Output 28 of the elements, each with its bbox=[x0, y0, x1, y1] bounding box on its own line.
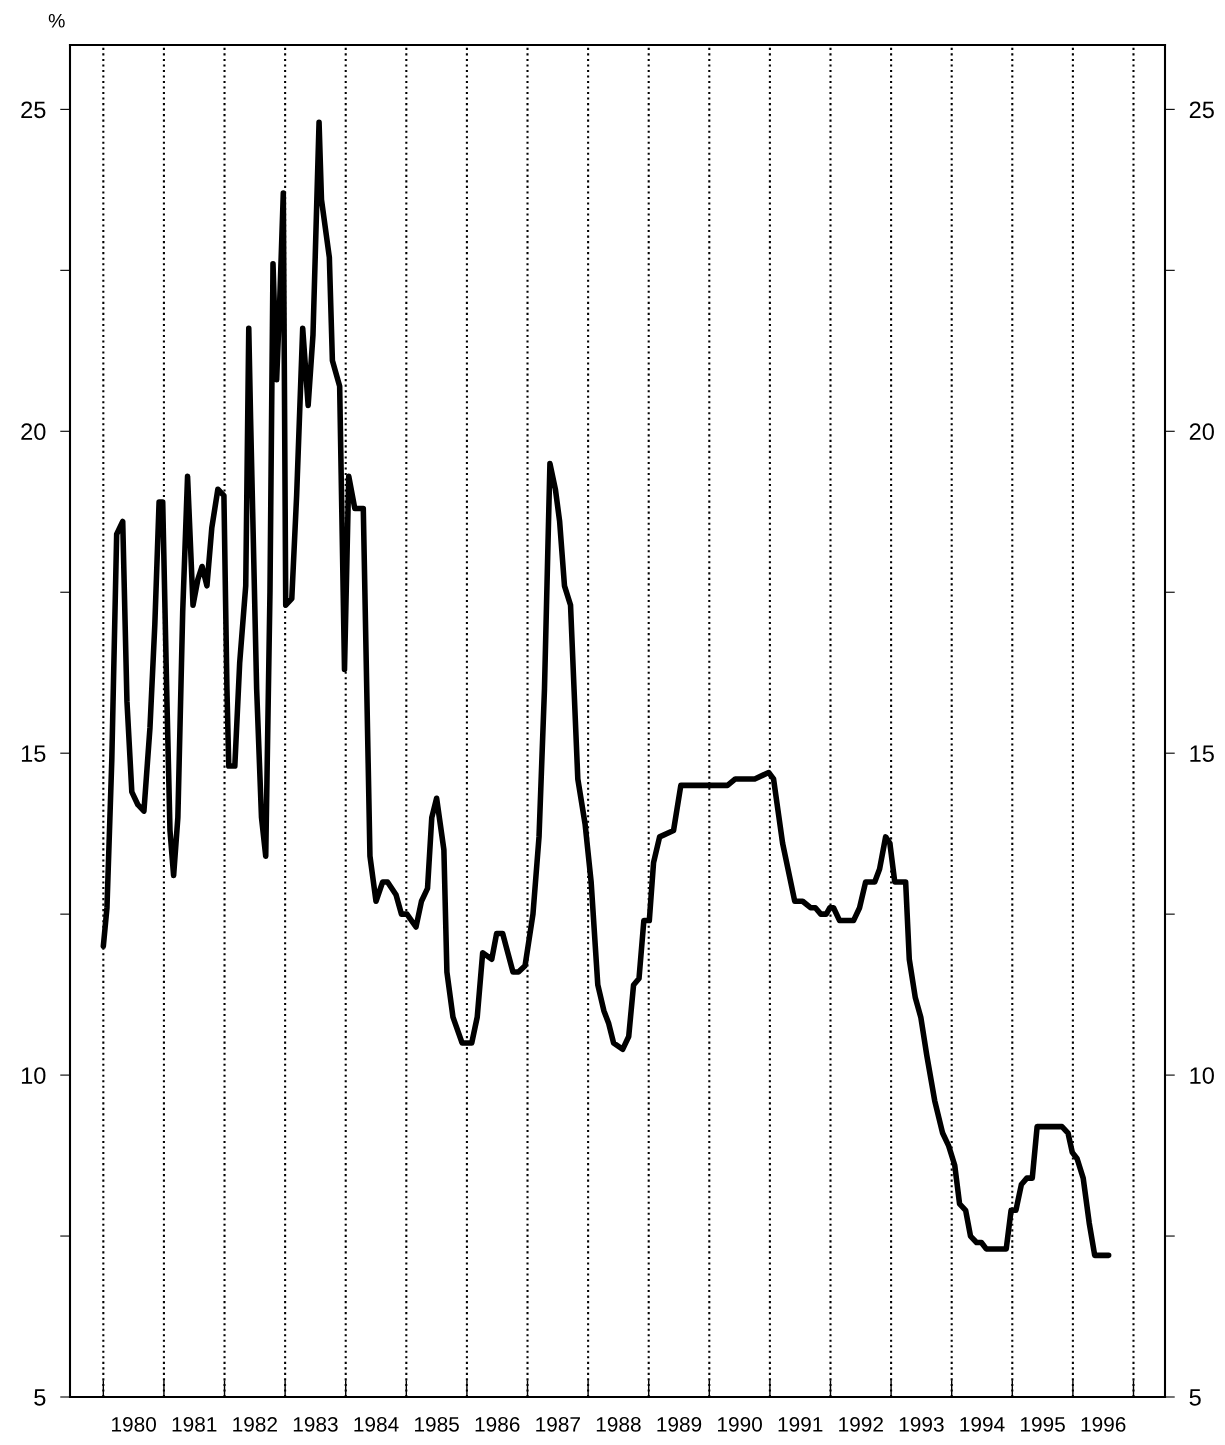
y-tick-label: 10 bbox=[21, 1067, 46, 1084]
x-tick-label: 1987 bbox=[536, 1416, 580, 1432]
x-tick-label: 1996 bbox=[1081, 1416, 1126, 1432]
x-tick-label: 1985 bbox=[415, 1416, 459, 1432]
x-tick-label: 1984 bbox=[354, 1416, 399, 1432]
x-tick-label: 1990 bbox=[718, 1416, 762, 1432]
x-tick-label: 1992 bbox=[839, 1416, 883, 1432]
y2-tick-label: 25 bbox=[1189, 101, 1214, 119]
x-tick-label: 1980 bbox=[112, 1416, 156, 1432]
y2-tick-label: 5 bbox=[1189, 1389, 1201, 1406]
x-tick-label: 1988 bbox=[596, 1416, 641, 1432]
y-tick-label: 5 bbox=[34, 1389, 46, 1406]
x-tick-label: 1982 bbox=[233, 1416, 277, 1432]
y2-tick-label: 10 bbox=[1190, 1067, 1214, 1084]
y-tick-label: 25 bbox=[21, 101, 46, 119]
x-tick-label: 1995 bbox=[1021, 1416, 1065, 1432]
x-tick-label: 1983 bbox=[293, 1416, 338, 1432]
x-tick-label: 1986 bbox=[475, 1416, 520, 1432]
y-tick-label: 15 bbox=[21, 745, 46, 762]
y2-tick-label: 20 bbox=[1189, 423, 1214, 441]
x-tick-label: 1981 bbox=[172, 1416, 217, 1432]
x-tick-label: 1994 bbox=[960, 1416, 1005, 1432]
x-tick-label: 1989 bbox=[657, 1416, 702, 1432]
y-axis-title: % bbox=[48, 13, 65, 28]
y2-tick-label: 15 bbox=[1190, 745, 1214, 762]
x-tick-label: 1991 bbox=[778, 1416, 823, 1432]
y-tick-label: 20 bbox=[21, 423, 46, 441]
x-tick-label: 1993 bbox=[899, 1416, 944, 1432]
